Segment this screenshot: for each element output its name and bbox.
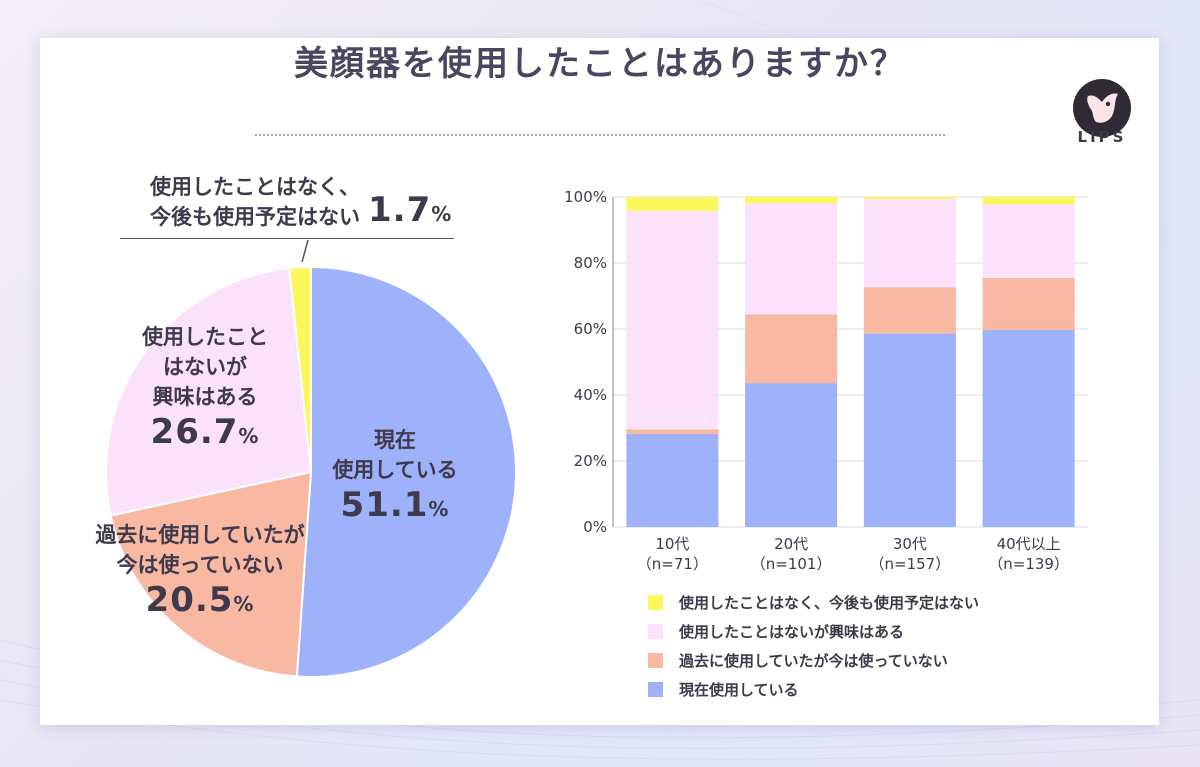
bar-segment-interested-3 — [982, 204, 1075, 278]
pie-label-past: 過去に使用していたが 今は使っていない 20.5% — [68, 520, 332, 624]
annotation-underline — [120, 238, 454, 239]
x-category-label: 40代以上 — [997, 535, 1061, 553]
logo-text: LIPS — [1077, 128, 1127, 146]
legend-swatch-interested — [648, 624, 663, 639]
pie-value-interested: 26.7% — [150, 412, 260, 452]
x-sample-size-label: （n=139） — [988, 555, 1069, 573]
title-divider — [255, 134, 945, 136]
bar-segment-past-2 — [863, 287, 956, 334]
bar-legend: 使用したことはなく、今後も使用予定はない 使用したことはないが興味はある 過去に… — [648, 588, 979, 704]
pie-label-current: 現在 使用している 51.1% — [300, 425, 490, 529]
legend-swatch-current — [648, 682, 663, 697]
page-title: 美顔器を使用したことはありますか？ — [294, 44, 906, 84]
pie-slice-never — [288, 265, 312, 473]
pie-label-interested: 使用したこと はないが 興味はある 26.7% — [120, 322, 290, 456]
pie-slice-interested — [105, 267, 313, 517]
bar-segment-past-1 — [745, 314, 838, 384]
pie-label-never: 使用したことはなく、 今後も使用予定はない — [110, 172, 360, 232]
pie-label-past-line2: 今は使っていない — [116, 553, 284, 577]
bar-segment-current-1 — [745, 383, 838, 527]
pie-label-current-line2: 使用している — [332, 458, 458, 482]
legend-label-never: 使用したことはなく、今後も使用予定はない — [679, 594, 980, 612]
x-sample-size-label: （n=71） — [637, 555, 708, 573]
pie-value-past: 20.5% — [145, 580, 255, 620]
pie-value-never: 1.7% — [368, 190, 452, 230]
pie-leader-line-never — [301, 239, 309, 263]
pie-label-past-line1: 過去に使用していたが — [95, 523, 305, 547]
bar-segment-never-2 — [863, 197, 956, 199]
x-sample-size-label: （n=157） — [870, 555, 951, 573]
x-category-label: 30代 — [893, 535, 927, 553]
legend-label-interested: 使用したことはないが興味はある — [679, 623, 905, 641]
y-tick-label: 80% — [574, 254, 607, 272]
x-category-label: 20代 — [774, 535, 808, 553]
bar-segment-past-0 — [626, 429, 719, 434]
legend-item-current: 現在使用している — [648, 675, 979, 704]
bar-segment-current-0 — [626, 433, 719, 527]
pie-label-never-line1: 使用したことはなく、 — [150, 175, 360, 199]
bar-segment-interested-0 — [626, 210, 719, 430]
legend-item-never: 使用したことはなく、今後も使用予定はない — [648, 588, 979, 617]
pie-label-current-line1: 現在 — [374, 428, 416, 452]
pie-label-interested-line3: 興味はある — [152, 385, 258, 409]
pie-slice-current — [295, 265, 517, 678]
bar-segment-never-3 — [982, 197, 1075, 205]
legend-label-past: 過去に使用していたが今は使っていない — [679, 652, 948, 670]
bar-segment-interested-1 — [745, 203, 838, 315]
legend-item-interested: 使用したことはないが興味はある — [648, 617, 979, 646]
legend-swatch-past — [648, 653, 663, 668]
x-category-label: 10代 — [655, 535, 689, 553]
bar-segment-never-0 — [626, 197, 719, 211]
legend-swatch-never — [648, 595, 663, 610]
lips-logo-icon — [1073, 79, 1131, 137]
y-tick-label: 40% — [574, 386, 607, 404]
pie-label-interested-line2: はないが — [163, 355, 247, 379]
x-sample-size-label: （n=101） — [751, 555, 832, 573]
pie-label-interested-line1: 使用したこと — [142, 325, 268, 349]
pie-label-never-line2: 今後も使用予定はない — [150, 205, 360, 229]
y-tick-label: 100% — [564, 188, 607, 206]
pie-value-current: 51.1% — [340, 485, 450, 525]
legend-label-current: 現在使用している — [679, 681, 799, 699]
y-tick-label: 0% — [583, 518, 607, 536]
bar-segment-current-3 — [982, 329, 1075, 527]
legend-item-past: 過去に使用していたが今は使っていない — [648, 646, 979, 675]
y-tick-label: 60% — [574, 320, 607, 338]
y-tick-label: 20% — [574, 452, 607, 470]
pie-slice-past — [109, 470, 313, 678]
bar-segment-interested-2 — [863, 198, 956, 288]
bar-segment-past-3 — [982, 277, 1075, 330]
bar-segment-never-1 — [745, 197, 838, 204]
bar-segment-current-2 — [863, 333, 956, 527]
